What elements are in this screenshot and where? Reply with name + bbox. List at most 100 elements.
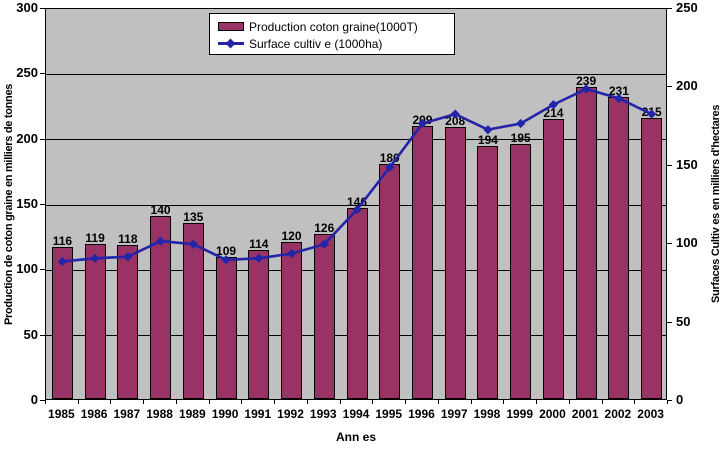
- x-axis-tick: [405, 400, 407, 404]
- x-axis-tick: [175, 400, 177, 404]
- bar-1993: [313, 234, 335, 399]
- left-axis-tick: [40, 334, 45, 336]
- bar-1991: [248, 250, 270, 399]
- legend-entry-production: Production coton graine(1000T): [218, 18, 446, 35]
- gridline: [46, 204, 666, 206]
- bar-data-label: 231: [608, 84, 629, 99]
- left-axis-tick-label: 150: [16, 196, 38, 211]
- bar-1999: [510, 144, 532, 399]
- left-axis-tick-label: 0: [30, 392, 38, 407]
- left-axis-tick-label: 250: [16, 65, 38, 81]
- x-axis-tick: [45, 400, 46, 404]
- left-axis-tick: [40, 138, 45, 140]
- x-axis-tick: [667, 400, 668, 404]
- bar-data-label: 114: [249, 237, 269, 252]
- bar-swatch-icon: [218, 22, 244, 31]
- x-axis-tick: [306, 400, 308, 404]
- right-axis-tick: [667, 86, 672, 88]
- right-axis-title: Surfaces Cultiv es en milliers d'hectare…: [710, 104, 722, 304]
- gridline: [46, 73, 666, 75]
- x-axis-label-2002: 2002: [604, 407, 632, 421]
- x-axis-label-1985: 1985: [48, 407, 75, 421]
- x-axis-title: Ann es: [335, 430, 376, 444]
- right-axis-tick-label: 50: [676, 313, 691, 329]
- bar-2000: [542, 119, 564, 399]
- right-axis-tick-label: 0: [676, 392, 684, 407]
- x-axis-label-2000: 2000: [539, 407, 566, 421]
- x-axis-label-2001: 2001: [571, 407, 599, 421]
- bar-1986: [84, 243, 106, 399]
- legend-label-production: Production coton graine(1000T): [249, 19, 418, 34]
- left-axis-tick-label: 100: [16, 261, 38, 277]
- x-axis-label-1992: 1992: [277, 407, 304, 421]
- x-axis-label-1991: 1991: [244, 407, 272, 421]
- x-axis-label-1986: 1986: [80, 407, 108, 421]
- bar-data-label: 109: [216, 243, 237, 258]
- x-axis-label-1987: 1987: [113, 407, 141, 421]
- bar-1998: [477, 145, 499, 399]
- bar-1985: [51, 247, 73, 399]
- x-axis-label-1993: 1993: [309, 407, 337, 421]
- right-axis-tick: [667, 400, 672, 401]
- x-axis-label-1994: 1994: [342, 407, 370, 421]
- x-axis-tick: [568, 400, 570, 404]
- bar-data-label: 195: [510, 131, 531, 146]
- x-axis-tick: [143, 400, 145, 404]
- bar-1997: [444, 127, 466, 399]
- left-axis-tick-label: 300: [16, 0, 38, 15]
- bar-data-label: 140: [150, 203, 171, 218]
- bar-1989: [182, 222, 204, 399]
- bar-data-label: 214: [543, 106, 564, 121]
- x-axis-label-1997: 1997: [440, 407, 468, 421]
- bar-data-label: 120: [281, 229, 302, 244]
- bar-data-label: 146: [346, 195, 367, 210]
- x-axis-tick: [634, 400, 636, 404]
- left-axis-tick: [40, 204, 45, 205]
- x-axis-label-1989: 1989: [178, 407, 206, 421]
- bar-data-label: 126: [314, 221, 335, 236]
- bar-data-label: 118: [118, 231, 138, 246]
- legend-label-surface: Surface cultiv e (1000ha): [249, 36, 383, 51]
- left-axis-tick: [40, 73, 45, 75]
- x-axis-tick: [241, 400, 243, 404]
- x-axis-label-2003: 2003: [637, 407, 664, 421]
- x-axis-label-1990: 1990: [211, 407, 239, 421]
- x-axis-tick: [601, 400, 603, 404]
- bar-1992: [281, 242, 303, 399]
- right-axis-tick-label: 250: [676, 0, 698, 15]
- x-axis-tick: [470, 400, 472, 404]
- right-axis-tick-label: 150: [676, 156, 698, 172]
- bar-data-label: 119: [85, 230, 105, 245]
- legend-entry-surface: Surface cultiv e (1000ha): [218, 35, 446, 52]
- left-axis-tick-label: 200: [16, 130, 38, 146]
- x-axis-label-1988: 1988: [146, 407, 173, 421]
- left-axis-tick: [40, 400, 45, 401]
- left-axis-tick-label: 50: [23, 326, 38, 342]
- x-axis-label-1995: 1995: [375, 407, 403, 421]
- x-axis-tick: [437, 400, 439, 404]
- x-axis-label-1998: 1998: [473, 407, 501, 421]
- x-axis-label-1999: 1999: [506, 407, 534, 421]
- right-axis-tick: [667, 321, 672, 323]
- right-axis-tick: [667, 8, 672, 9]
- x-axis-tick: [536, 400, 538, 404]
- left-axis-tick: [40, 8, 45, 9]
- x-axis-tick: [77, 400, 79, 404]
- right-axis-tick: [667, 164, 672, 166]
- left-axis-tick: [40, 269, 45, 271]
- gridline: [46, 139, 666, 141]
- x-axis-tick: [274, 400, 276, 404]
- line-diamond-swatch-icon: [218, 38, 244, 49]
- right-axis-tick-label: 200: [676, 78, 698, 94]
- right-axis-tick: [667, 243, 672, 245]
- x-axis-tick: [503, 400, 505, 404]
- x-axis-tick: [372, 400, 374, 404]
- bar-data-label: 135: [183, 209, 204, 224]
- x-axis-tick: [339, 400, 341, 404]
- x-axis-tick: [110, 400, 112, 404]
- bar-data-label: 239: [576, 73, 597, 88]
- legend: Production coton graine(1000T) Surface c…: [209, 13, 455, 55]
- x-axis-tick: [208, 400, 210, 404]
- bar-data-label: 194: [477, 132, 498, 147]
- surface-line-series: [57, 84, 657, 267]
